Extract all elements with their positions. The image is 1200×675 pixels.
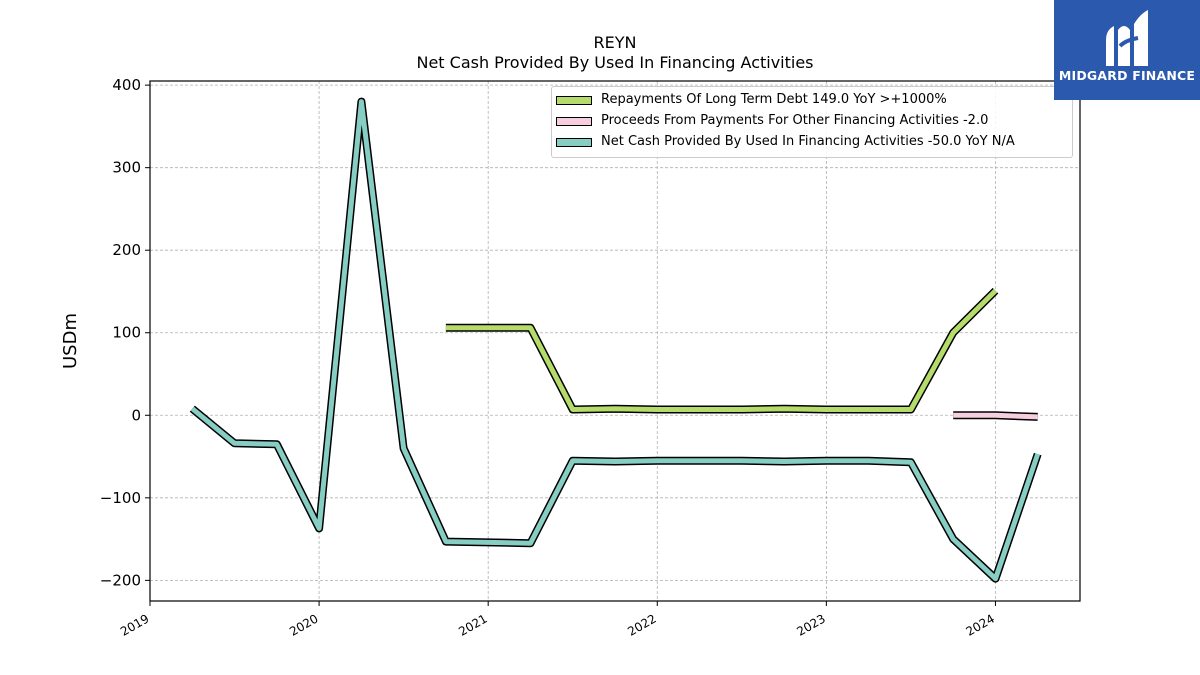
- x-tick-label: 2023: [794, 611, 827, 638]
- series-outline-repayments: [445, 287, 999, 414]
- x-tick-label: 2024: [964, 611, 997, 638]
- legend-label-repayments: Repayments Of Long Term Debt 149.0 YoY >…: [601, 92, 947, 107]
- series-line-proceeds: [953, 412, 1038, 420]
- logo-text: MIDGARD FINANCE: [1058, 68, 1196, 83]
- x-tick-label: 2021: [456, 611, 489, 638]
- legend-item-proceeds: Proceeds From Payments For Other Financi…: [552, 113, 1072, 133]
- legend-swatch-net-cash: [556, 138, 592, 147]
- x-tick-label: 2020: [287, 611, 320, 638]
- y-tick-label: 400: [112, 76, 141, 94]
- legend-swatch-repayments: [556, 96, 592, 105]
- legend-swatch-proceeds: [556, 117, 592, 126]
- midgard-logo-icon: [1106, 10, 1148, 66]
- midgard-finance-logo: MIDGARD FINANCE: [1054, 0, 1200, 100]
- y-tick-label: 200: [112, 241, 141, 259]
- legend: Repayments Of Long Term Debt 149.0 YoY >…: [551, 86, 1073, 158]
- y-axis-label: USDm: [60, 313, 81, 369]
- y-tick-label: −200: [100, 571, 141, 589]
- series-layer: [189, 97, 1042, 583]
- x-tick-label: 2019: [118, 611, 151, 638]
- y-tick-label: 300: [112, 159, 141, 177]
- y-tick-label: 0: [131, 406, 141, 424]
- legend-item-repayments: Repayments Of Long Term Debt 149.0 YoY >…: [552, 92, 1072, 112]
- x-tick-label: 2022: [625, 611, 658, 638]
- grid-layer: [149, 81, 1080, 601]
- chart-subtitle: Net Cash Provided By Used In Financing A…: [416, 53, 814, 72]
- plot-frame: [149, 80, 1081, 602]
- series-line-net-cash: [190, 99, 1041, 582]
- legend-label-net-cash: Net Cash Provided By Used In Financing A…: [601, 134, 1015, 149]
- series-line-repayments: [445, 288, 998, 412]
- chart-title: REYN: [593, 33, 637, 52]
- y-tick-label: 100: [112, 324, 141, 342]
- legend-label-proceeds: Proceeds From Payments For Other Financi…: [601, 113, 989, 128]
- y-tick-label: −100: [100, 489, 141, 507]
- legend-item-net-cash: Net Cash Provided By Used In Financing A…: [552, 134, 1072, 154]
